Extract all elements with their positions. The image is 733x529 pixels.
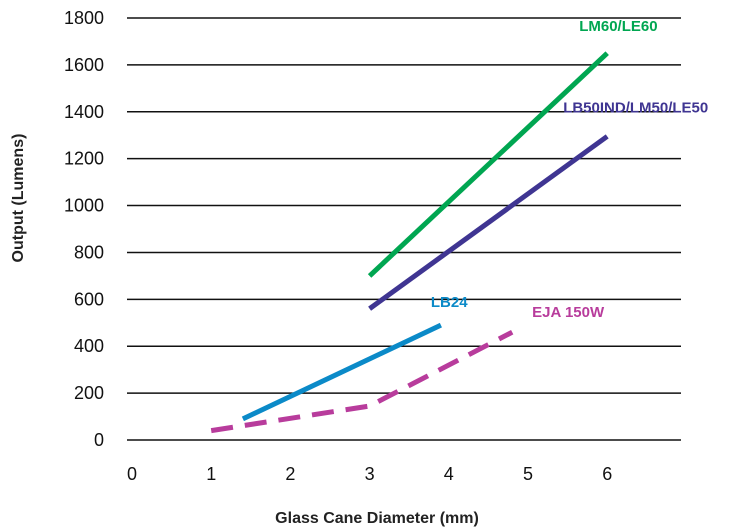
x-tick-label: 5: [523, 464, 533, 484]
y-tick-label: 0: [94, 430, 104, 450]
x-tick-label: 3: [365, 464, 375, 484]
series-label-eja-150w: EJA 150W: [532, 304, 605, 321]
y-tick-label: 1600: [64, 55, 104, 75]
series-line-eja-150w: [210, 329, 514, 434]
series-label-lm60-le60: LM60/LE60: [579, 18, 657, 35]
x-tick-label: 0: [127, 464, 137, 484]
series-line-lm60-le60: [367, 51, 609, 278]
y-tick-label: 1400: [64, 102, 104, 122]
y-tick-label: 600: [74, 289, 104, 309]
y-tick-label: 800: [74, 242, 104, 262]
y-axis-title: Output (Lumens): [10, 134, 27, 263]
x-tick-label: 6: [602, 464, 612, 484]
series-line-lb50ind-lm50-le50: [368, 134, 609, 311]
y-tick-label: 200: [74, 383, 104, 403]
y-tick-label: 1200: [64, 149, 104, 169]
y-tick-label: 400: [74, 336, 104, 356]
grid-layer: [127, 17, 681, 441]
y-tick-label: 1800: [64, 8, 104, 28]
series-label-lb50ind-lm50-le50: LB50IND/LM50/LE50: [563, 99, 708, 116]
y-tick-label: 1000: [64, 196, 104, 216]
series-label-lb24: LB24: [431, 294, 468, 311]
series-layer: [210, 51, 609, 434]
label-layer: 0 200 400 600 800 1000 1200 1400 1600 1800 0 1 2 3 4 5 6…: [64, 8, 708, 484]
x-tick-label: 4: [444, 464, 454, 484]
x-tick-label: 2: [285, 464, 295, 484]
x-tick-label: 1: [206, 464, 216, 484]
x-axis-title: Glass Cane Diameter (mm): [275, 510, 479, 527]
series-line-lb24: [241, 322, 442, 422]
